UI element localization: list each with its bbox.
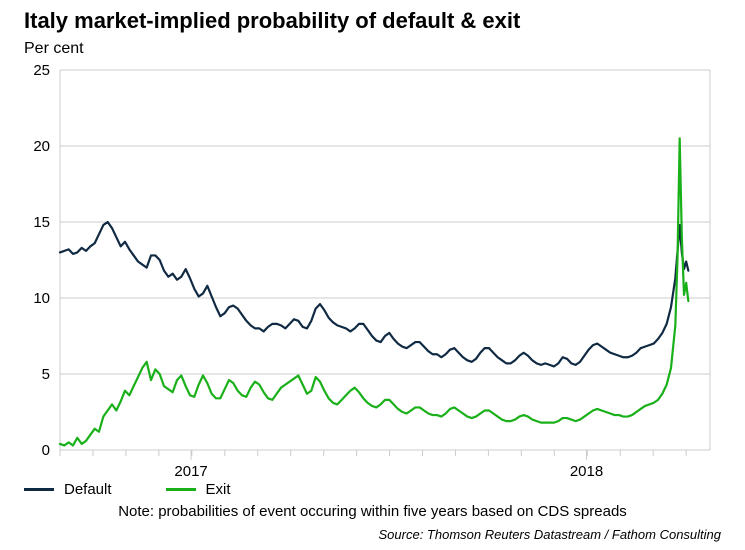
chart-plot: 0 5 10 15 20 25 2017 2018	[0, 0, 745, 550]
svg-text:5: 5	[42, 366, 50, 383]
svg-text:0: 0	[42, 442, 50, 459]
legend-item-exit: Exit	[166, 481, 231, 498]
legend-label-default: Default	[64, 481, 112, 498]
chart-container: Italy market-implied probability of defa…	[0, 0, 745, 550]
legend-label-exit: Exit	[206, 481, 231, 498]
svg-text:10: 10	[33, 290, 50, 307]
chart-note: Note: probabilities of event occuring wi…	[0, 503, 745, 520]
svg-text:25: 25	[33, 62, 50, 79]
svg-text:15: 15	[33, 214, 50, 231]
legend-item-default: Default	[24, 481, 112, 498]
legend-swatch-exit	[166, 488, 196, 491]
svg-text:2017: 2017	[174, 463, 207, 480]
legend-swatch-default	[24, 488, 54, 491]
chart-source: Source: Thomson Reuters Datastream / Fat…	[379, 527, 721, 542]
chart-legend: Default Exit	[24, 481, 231, 498]
svg-text:20: 20	[33, 138, 50, 155]
svg-text:2018: 2018	[570, 463, 603, 480]
